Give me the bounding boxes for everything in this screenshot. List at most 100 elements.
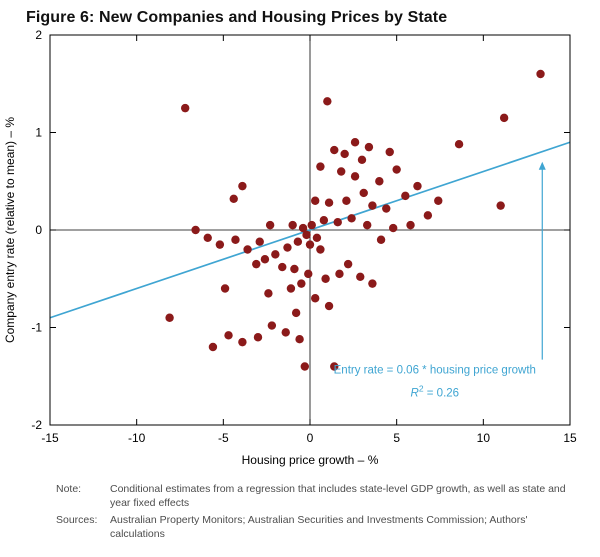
scatter-point (319, 216, 329, 225)
annotation-equation: Entry rate = 0.06 * housing price growth (334, 364, 536, 376)
scatter-point (260, 255, 270, 264)
scatter-point (359, 188, 368, 198)
scatter-point (267, 321, 277, 330)
scatter-point (307, 220, 316, 230)
scatter-point (224, 331, 233, 340)
scatter-point (376, 235, 386, 244)
scatter-point (347, 214, 356, 223)
scatter-point (215, 240, 225, 249)
footnotes: Note: Conditional estimates from a regre… (56, 483, 584, 541)
scatter-point (350, 138, 360, 147)
scatter-point (203, 233, 212, 242)
scatter-point (264, 289, 273, 298)
y-axis-title: Company entry rate (relative to mean) – … (3, 117, 17, 343)
scatter-point (316, 245, 325, 254)
scatter-point (312, 233, 322, 242)
y-tick-label: -2 (31, 418, 42, 432)
scatter-point (286, 284, 296, 293)
scatter-point (298, 223, 308, 233)
scatter-point (297, 279, 306, 288)
scatter-point (350, 172, 360, 181)
x-tick-label: -15 (41, 431, 59, 445)
scatter-point (271, 250, 280, 259)
scatter-point (281, 328, 290, 337)
y-tick-label: 2 (35, 28, 42, 42)
scatter-point (330, 145, 339, 155)
scatter-point (364, 142, 374, 152)
scatter-point (278, 262, 287, 272)
scatter-point (330, 362, 339, 371)
scatter-point (302, 230, 311, 240)
scatter-point (324, 301, 334, 311)
note-text: Conditional estimates from a regression … (110, 483, 566, 509)
scatter-point (499, 113, 509, 123)
scatter-point (356, 272, 365, 281)
scatter-point (300, 362, 309, 371)
scatter-point (293, 237, 303, 246)
scatter-point (382, 204, 391, 213)
x-tick-label: 10 (477, 431, 491, 445)
x-tick-label: -10 (128, 431, 146, 445)
scatter-point (321, 274, 330, 283)
y-tick-label: -1 (31, 321, 42, 335)
scatter-point (401, 191, 410, 201)
y-tick-label: 1 (35, 126, 42, 140)
scatter-point (454, 140, 464, 149)
scatter-point (311, 294, 320, 303)
scatter-point (208, 342, 218, 352)
figure-title: Figure 6: New Companies and Housing Pric… (26, 9, 448, 26)
scatter-point (340, 149, 349, 159)
scatter-point (165, 313, 174, 322)
x-axis-title: Housing price growth – % (242, 453, 379, 467)
scatter-point (423, 211, 433, 220)
scatter-point (324, 198, 334, 207)
scatter-point (311, 196, 320, 205)
scatter-point (243, 245, 252, 254)
scatter-point (536, 69, 545, 79)
scatter-point (406, 220, 415, 230)
x-tick-label: 5 (393, 431, 400, 445)
scatter-point (231, 235, 240, 244)
sources-label: Sources: (56, 513, 98, 526)
x-tick-label: -5 (218, 431, 229, 445)
scatter-point (413, 181, 422, 191)
annotation-arrow-head (538, 161, 546, 170)
scatter-point (385, 147, 394, 157)
scatter-point (181, 103, 190, 113)
scatter-point (368, 201, 377, 210)
scatter-point (316, 162, 325, 171)
scatter-point (295, 335, 304, 344)
scatter-point (496, 201, 505, 210)
scatter-point (253, 333, 263, 342)
scatter-point (291, 308, 301, 318)
trend-line (49, 141, 571, 319)
scatter-point (283, 243, 292, 252)
scatter-point (389, 223, 398, 233)
scatter-point (265, 220, 275, 230)
scatter-point (304, 269, 313, 279)
scatter-point (229, 194, 238, 203)
scatter-point (392, 165, 401, 174)
scatter-point (337, 167, 346, 176)
scatter-point (290, 264, 299, 274)
x-tick-label: 15 (563, 431, 577, 445)
scatter-point (288, 220, 297, 230)
scatter-point (305, 240, 315, 249)
scatter-point (252, 259, 261, 269)
scatter-point (323, 97, 332, 106)
scatter-point (333, 218, 342, 227)
scatter-point (335, 269, 344, 279)
scatter-point (238, 337, 247, 347)
scatter-point (191, 225, 200, 235)
scatter-point (363, 220, 372, 230)
x-tick-label: 0 (307, 431, 314, 445)
scatter-point (220, 284, 230, 293)
scatter-point (255, 237, 264, 246)
y-tick-label: 0 (35, 223, 42, 237)
sources-text: Australian Property Monitors; Australian… (110, 513, 528, 540)
scatter-point (375, 177, 384, 186)
scatter-point (434, 196, 443, 205)
scatter-point (368, 279, 377, 288)
annotation-r-squared: R2 = 0.26 (411, 384, 460, 400)
